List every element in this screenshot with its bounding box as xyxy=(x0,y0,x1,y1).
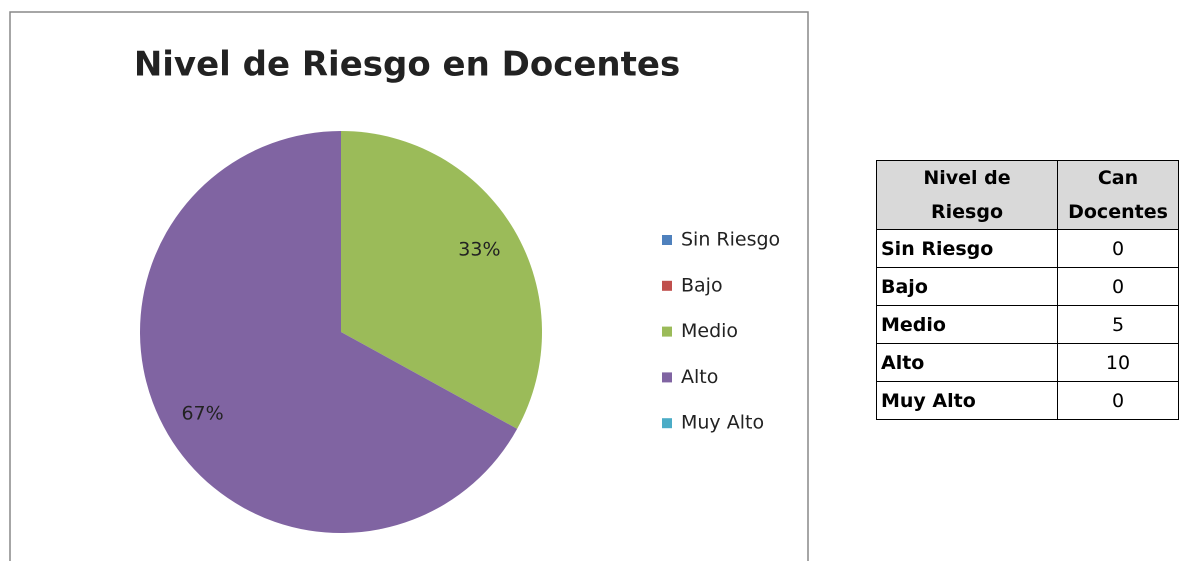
pie-slice xyxy=(140,131,518,533)
table-cell: Medio xyxy=(876,305,1058,344)
table-cell: Sin Riesgo xyxy=(876,229,1058,268)
table-cell: 0 xyxy=(1057,229,1179,268)
legend-label: Bajo xyxy=(681,274,723,296)
table-row: Medio 5 xyxy=(876,305,1179,344)
legend-label: Alto xyxy=(681,366,718,388)
table-header-cell: Can Docentes xyxy=(1057,160,1179,230)
data-label: 33% xyxy=(458,239,500,261)
table-row: Bajo 0 xyxy=(876,267,1179,306)
table-cell: Bajo xyxy=(876,267,1058,306)
legend-swatch xyxy=(662,280,672,291)
table-body: Sin Riesgo 0 Bajo 0 Medio 5 Alto 10 Muy Alto 0 xyxy=(876,229,1179,420)
table-row: Muy Alto 0 xyxy=(876,381,1179,420)
table-row: Sin Riesgo 0 xyxy=(876,229,1179,268)
legend-swatch xyxy=(662,372,672,383)
table-cell: 0 xyxy=(1057,381,1179,420)
legend-label: Medio xyxy=(681,320,738,342)
legend-label: Sin Riesgo xyxy=(681,229,780,251)
legend-swatch xyxy=(662,235,672,245)
table-row: Alto 10 xyxy=(876,343,1179,382)
pie-slice xyxy=(341,131,542,429)
legend-label: Muy Alto xyxy=(681,412,764,434)
table-cell: 5 xyxy=(1057,305,1179,344)
chart-title: Nivel de Riesgo en Docentes xyxy=(134,45,680,85)
legend-swatch xyxy=(662,418,672,429)
table-header-cell: Nivel de Riesgo xyxy=(876,160,1058,230)
data-label: 67% xyxy=(181,402,223,424)
table-cell: Muy Alto xyxy=(876,381,1058,420)
chart: Nivel de Riesgo en Docentes 33% 67% Sin Ri… xyxy=(9,11,809,561)
table-cell: 0 xyxy=(1057,267,1179,306)
legend-swatch xyxy=(662,326,672,337)
table-cell: Alto xyxy=(876,343,1058,382)
table-cell: 10 xyxy=(1057,343,1179,382)
data-table: Nivel de Riesgo Can Docentes Sin Riesgo 0 B… xyxy=(876,160,1179,420)
table-header: Nivel de Riesgo Can Docentes xyxy=(876,160,1179,230)
